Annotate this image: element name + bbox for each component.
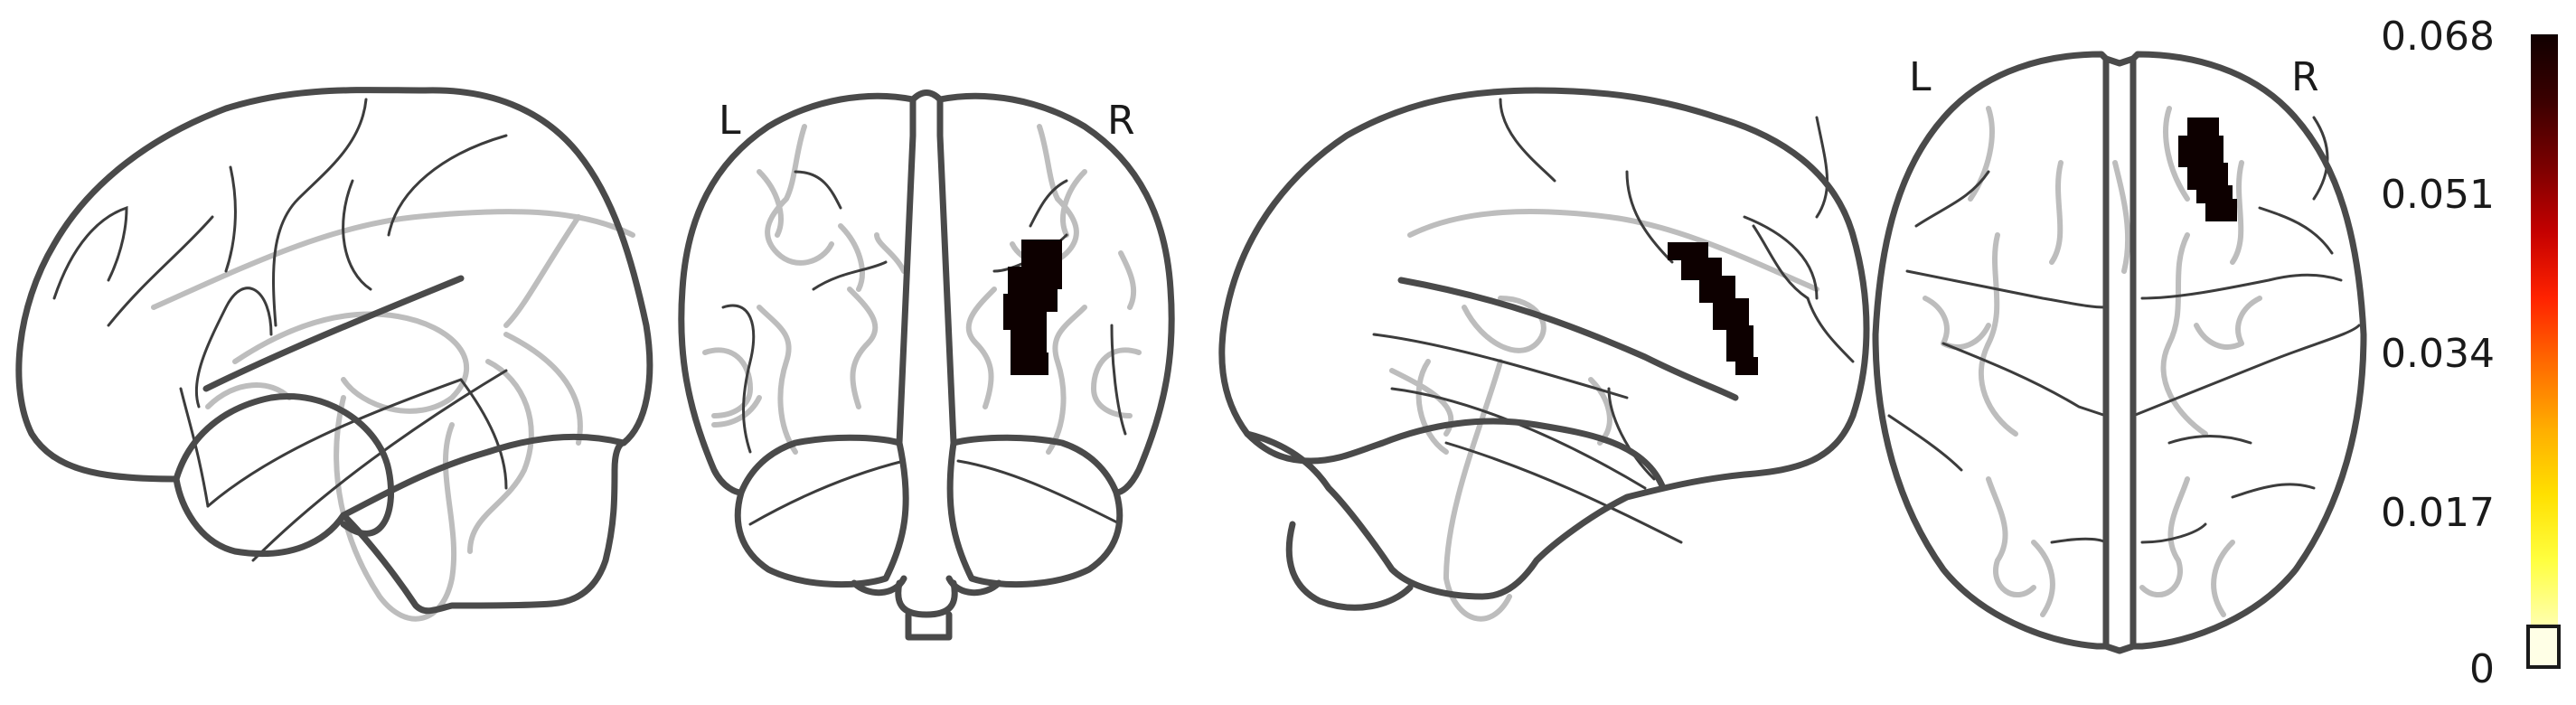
colorbar-tick-label: 0.017 <box>2381 490 2495 536</box>
sagittal-right-inner-structures <box>1389 209 1819 622</box>
sagittal-right-view <box>1218 87 1870 622</box>
coronal-inner-structures <box>702 124 1142 455</box>
coronal-sulci <box>721 170 1127 526</box>
coronal-activation-blob <box>1003 240 1062 375</box>
colorbar: 0.068 0.051 0.034 0.017 0 <box>2381 14 2561 692</box>
colorbar-zero-swatch <box>2526 625 2561 669</box>
axial-midline <box>2102 55 2137 654</box>
coronal-cerebellum-left <box>734 439 909 588</box>
sagittal-left-sulci <box>52 98 508 562</box>
sagittal-right-outline <box>1218 87 1870 600</box>
colorbar-gradient <box>2531 34 2558 626</box>
colorbar-tick-label: 0.034 <box>2381 331 2495 377</box>
sagittal-left-outline <box>15 87 653 615</box>
colorbar-tick-label: 0.051 <box>2381 172 2495 218</box>
axial-activation-blob <box>2178 118 2237 221</box>
axial-brain-outline-right <box>2129 51 2367 650</box>
sagittal-right-activation-blob <box>1668 242 1758 375</box>
sagittal-right-cerebellum-outline <box>1244 418 1667 492</box>
axial-inner-structures <box>1923 106 2262 617</box>
colorbar-tick-label: 0.068 <box>2381 14 2495 60</box>
sagittal-right-lateral-fissure <box>1397 277 1739 401</box>
coronal-right-label: R <box>1107 98 1135 144</box>
coronal-midline <box>909 89 944 103</box>
coronal-view: L R <box>678 89 1175 641</box>
axial-right-label: R <box>2291 54 2319 100</box>
axial-view: L R <box>1872 51 2367 654</box>
coronal-brain-outline <box>678 92 917 496</box>
axial-brain-outline-left <box>1872 51 2110 650</box>
sagittal-right-sulci <box>1372 98 1855 544</box>
sagittal-left-inner-structures <box>151 209 635 622</box>
coronal-left-label: L <box>719 98 741 144</box>
coronal-cerebellum-right <box>946 439 1123 588</box>
coronal-brainstem <box>895 579 958 641</box>
sagittal-left-cerebellum-outline <box>173 393 395 537</box>
sagittal-left-temporal-outline <box>173 475 347 558</box>
axial-sulci <box>1887 116 2361 544</box>
sagittal-left-view <box>15 87 653 622</box>
colorbar-tick-label: 0 <box>2469 646 2495 692</box>
sagittal-left-lateral-fissure <box>202 275 465 392</box>
axial-left-label: L <box>1909 54 1932 100</box>
